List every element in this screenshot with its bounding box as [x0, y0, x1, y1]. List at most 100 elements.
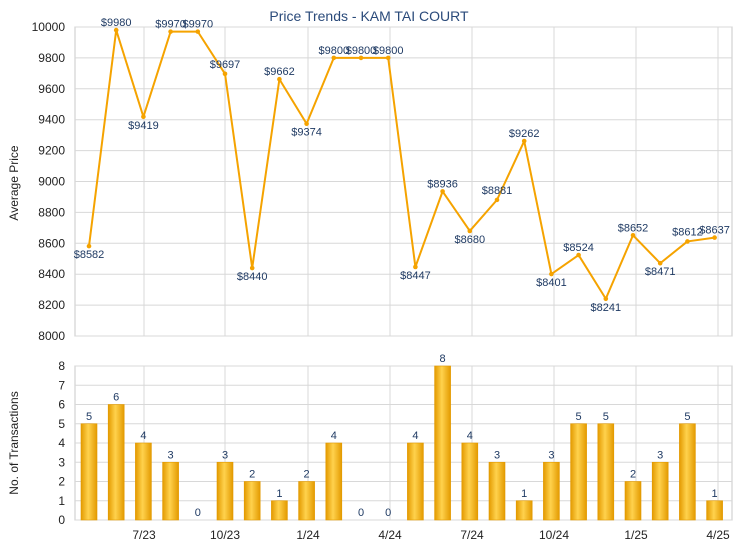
transactions-data-label: 4	[140, 430, 146, 442]
price-data-label: $8447	[400, 270, 431, 282]
price-y-tick-label: 9400	[38, 113, 65, 127]
price-y-tick-label: 9600	[38, 82, 65, 96]
transactions-bar	[325, 442, 343, 521]
price-point	[277, 76, 282, 82]
price-point	[467, 228, 473, 234]
transactions-data-label: 6	[113, 392, 119, 404]
price-data-label: $8524	[563, 242, 594, 254]
price-point	[440, 189, 445, 194]
price-data-label: $9800	[346, 45, 377, 57]
transactions-data-label: 1	[521, 488, 527, 500]
price-y-tick-label: 8800	[38, 205, 65, 219]
transactions-data-label: 2	[249, 469, 255, 481]
price-data-label: $8652	[618, 222, 649, 234]
price-point	[712, 235, 717, 240]
transactions-bar	[80, 423, 98, 521]
price-y-tick-label: 10000	[32, 20, 66, 34]
price-data-label: $8440	[237, 271, 268, 283]
price-point	[413, 264, 418, 270]
price-data-label: $8471	[645, 266, 676, 278]
transactions-bar	[515, 500, 533, 521]
transactions-bar	[679, 423, 696, 521]
transactions-data-label: 3	[222, 449, 228, 461]
price-point	[494, 197, 500, 203]
price-point	[385, 55, 391, 61]
transactions-bar	[543, 461, 560, 521]
transactions-bar	[135, 442, 152, 521]
transactions-y-tick-label: 7	[58, 378, 65, 392]
price-y-tick-label: 8400	[38, 267, 65, 281]
transactions-data-label: 5	[576, 411, 582, 423]
transactions-bar	[271, 500, 288, 521]
x-tick-label: 7/23	[132, 528, 156, 542]
price-y-tick-label: 8000	[38, 329, 65, 343]
transactions-data-label: 5	[684, 411, 690, 423]
price-data-label: $8680	[455, 234, 486, 246]
transactions-y-tick-label: 4	[58, 436, 65, 450]
price-data-label: $8881	[482, 185, 513, 197]
transactions-bar	[243, 481, 261, 521]
transactions-y-tick-label: 1	[58, 494, 65, 508]
price-point	[549, 271, 554, 277]
x-tick-label: 4/24	[378, 528, 402, 542]
transactions-y-tick-label: 8	[58, 359, 65, 373]
price-data-label: $8936	[427, 178, 458, 190]
price-data-label: $9419	[128, 120, 159, 132]
transactions-bar	[407, 442, 424, 521]
x-tick-label: 4/25	[706, 528, 730, 542]
price-data-label: $9697	[210, 59, 241, 71]
transactions-bar	[216, 461, 234, 521]
transactions-y-tick-label: 3	[58, 455, 65, 469]
price-y-tick-label: 8200	[38, 298, 65, 312]
transactions-data-label: 2	[304, 469, 310, 481]
price-y-tick-label: 9800	[38, 51, 65, 65]
price-point	[168, 29, 173, 34]
transactions-bar	[706, 500, 723, 521]
transactions-data-label: 1	[712, 488, 718, 500]
price-y-axis-title: Average Price	[7, 145, 21, 220]
transactions-data-label: 3	[168, 449, 174, 461]
price-point	[685, 239, 690, 244]
transactions-data-label: 2	[630, 469, 636, 481]
transactions-data-label: 0	[358, 507, 364, 519]
price-point	[657, 260, 663, 266]
transactions-data-label: 4	[331, 430, 337, 442]
price-point	[113, 27, 119, 33]
transactions-data-label: 3	[494, 449, 500, 461]
price-y-tick-label: 9000	[38, 175, 65, 189]
transactions-bar	[461, 442, 479, 521]
transactions-y-tick-label: 0	[58, 513, 65, 527]
price-point	[576, 252, 581, 258]
price-point	[222, 71, 228, 77]
price-data-label: $8637	[699, 225, 730, 237]
price-point	[141, 114, 146, 120]
price-data-label: $8582	[74, 249, 105, 261]
price-data-label: $9374	[291, 127, 322, 139]
price-data-label: $9970	[183, 19, 214, 31]
transactions-y-axis-title: No. of Transactions	[7, 391, 21, 494]
price-data-label: $8241	[591, 302, 622, 314]
price-data-label: $9980	[101, 17, 132, 29]
transactions-bar	[434, 365, 451, 521]
transactions-bar	[162, 461, 179, 521]
transactions-bar	[624, 481, 642, 521]
transactions-bar	[107, 404, 125, 521]
price-point	[331, 55, 337, 61]
price-data-label: $8612	[672, 226, 703, 238]
x-tick-label: 1/24	[296, 528, 320, 542]
transactions-bar	[651, 461, 669, 521]
price-point	[304, 121, 309, 127]
transactions-data-label: 3	[548, 449, 554, 461]
transactions-data-label: 3	[657, 449, 663, 461]
transactions-bar	[488, 461, 506, 521]
transactions-bar	[298, 481, 315, 521]
price-data-label: $9262	[509, 128, 540, 140]
transactions-y-tick-label: 6	[58, 398, 65, 412]
x-tick-label: 7/24	[460, 528, 484, 542]
price-point	[358, 55, 364, 61]
x-tick-label: 1/25	[624, 528, 648, 542]
transactions-data-label: 4	[467, 430, 473, 442]
transactions-data-label: 0	[195, 507, 201, 519]
